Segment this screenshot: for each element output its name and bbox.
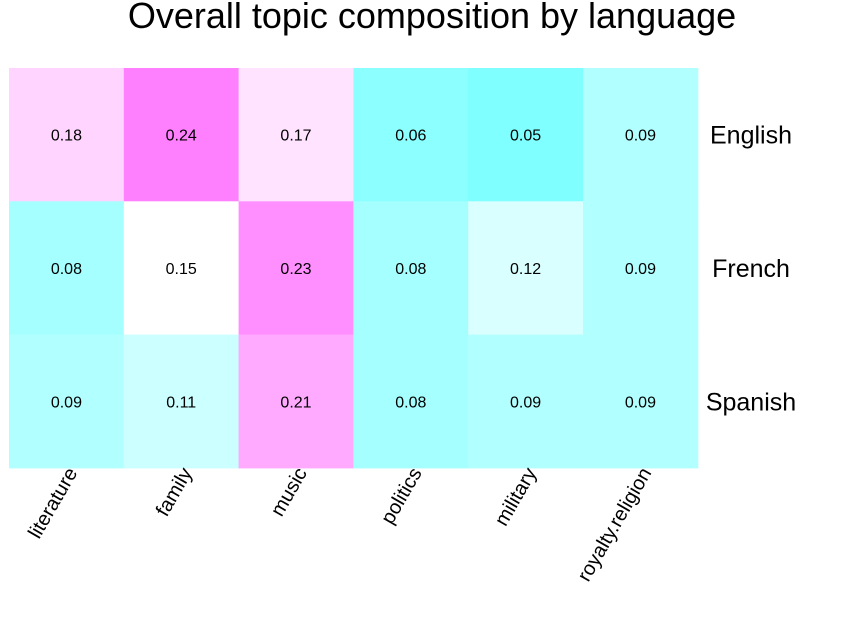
cell-value-french-military: 0.12	[510, 261, 541, 278]
heatmap-cell-english-politics	[353, 68, 469, 202]
cell-value-english-politics: 0.06	[395, 128, 426, 145]
cell-value-english-music: 0.17	[280, 128, 311, 145]
heatmap-cell-labels: 0.18 0.24 0.17 0.06 0.05 0.09 0.08 0.15 0.23 0.08…	[51, 128, 656, 412]
heatmap-cell-french-royalty-religion	[583, 201, 699, 336]
heatmap-cell-english-music	[238, 68, 354, 202]
cell-value-spanish-literature: 0.09	[51, 394, 82, 411]
column-label-military: military	[491, 464, 542, 530]
heatmap-cells	[9, 68, 699, 469]
cell-value-spanish-music: 0.21	[280, 394, 311, 411]
heatmap-cell-spanish-politics	[353, 334, 469, 469]
column-label-family: family	[152, 464, 197, 520]
cell-value-french-literature: 0.08	[51, 261, 82, 278]
heatmap-cell-french-music	[238, 201, 354, 336]
chart-title: Overall topic composition by language	[128, 0, 736, 36]
heatmap-cell-english-literature	[9, 68, 125, 202]
cell-value-spanish-family: 0.11	[166, 394, 196, 411]
heatmap-cell-spanish-literature	[9, 334, 125, 469]
cell-value-english-military: 0.05	[510, 128, 541, 145]
cell-value-spanish-politics: 0.08	[395, 394, 426, 411]
row-label-french: French	[712, 255, 790, 283]
heatmap-cell-spanish-music	[238, 334, 354, 469]
cell-value-spanish-military: 0.09	[510, 394, 541, 411]
cell-value-french-royalty-religion: 0.09	[625, 261, 656, 278]
heatmap-cell-spanish-family	[123, 334, 240, 469]
column-label-music: music	[267, 464, 312, 520]
cell-value-english-family: 0.24	[166, 128, 197, 145]
column-label-politics: politics	[377, 464, 427, 528]
column-labels: literature family music politics military roy…	[24, 464, 656, 585]
heatmap-cell-french-military	[468, 201, 584, 336]
cell-value-english-royalty-religion: 0.09	[625, 128, 656, 145]
row-label-spanish: Spanish	[706, 388, 796, 416]
row-label-english: English	[710, 122, 792, 150]
column-label-literature: literature	[24, 464, 82, 542]
heatmap-cell-french-family	[123, 201, 240, 336]
heatmap-cell-french-literature	[9, 201, 125, 336]
cell-value-english-literature: 0.18	[51, 128, 82, 145]
heatmap-cell-spanish-royalty-religion	[583, 334, 699, 469]
heatmap-cell-english-family	[123, 68, 240, 202]
cell-value-french-politics: 0.08	[395, 261, 426, 278]
cell-value-french-music: 0.23	[280, 261, 311, 278]
heatmap-cell-english-military	[468, 68, 584, 202]
row-labels: English French Spanish	[706, 122, 796, 417]
cell-value-french-family: 0.15	[166, 261, 197, 278]
column-label-royalty-religion: royalty.religion	[574, 464, 657, 585]
heatmap-cell-spanish-military	[468, 334, 584, 469]
cell-value-spanish-royalty-religion: 0.09	[625, 394, 656, 411]
heatmap-cell-french-politics	[353, 201, 469, 336]
heatmap-cell-english-royalty-religion	[583, 68, 699, 202]
